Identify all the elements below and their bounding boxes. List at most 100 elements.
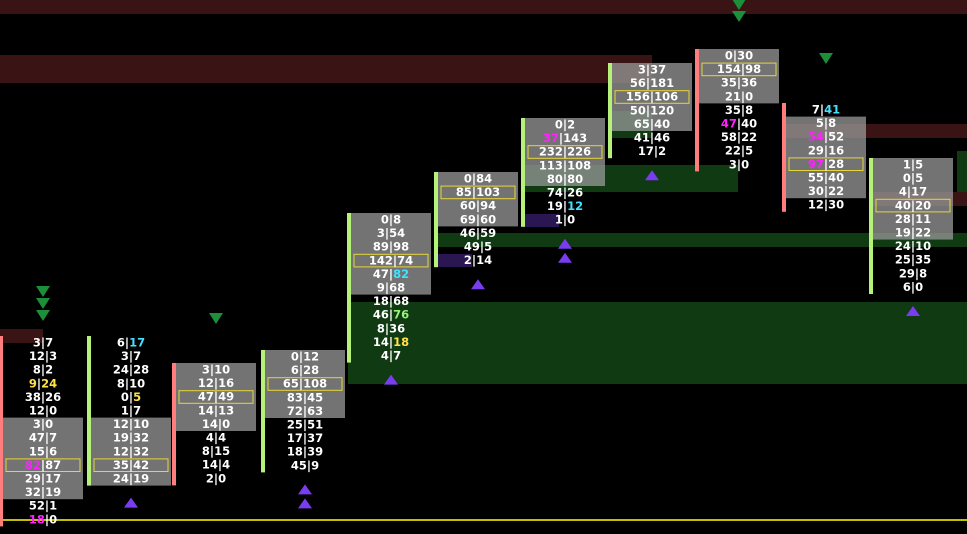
footprint-cell: 8|15 (202, 444, 230, 458)
footprint-cell: 14|4 (202, 458, 230, 472)
delta-bar (261, 350, 265, 473)
footprint-cell: 56|181 (630, 76, 674, 90)
footprint-cell: 46|59 (460, 226, 496, 240)
footprint-cell: 2|0 (206, 471, 226, 485)
footprint-cell: 19|12 (547, 199, 583, 213)
value-area (612, 63, 692, 131)
zone-band (0, 0, 967, 14)
footprint-cell: 0|5 (121, 390, 141, 404)
footprint-cell: 80|80 (547, 172, 583, 186)
footprint-cell: 156|106 (626, 90, 678, 104)
footprint-cell: 60|94 (460, 199, 496, 213)
up-arrow-marker (298, 484, 312, 495)
footprint-cell: 8|10 (117, 376, 145, 390)
footprint-cell: 47|82 (373, 267, 409, 281)
footprint-cell: 19|22 (895, 226, 931, 240)
footprint-cell: 4|7 (381, 349, 401, 363)
footprint-cell: 3|54 (377, 226, 405, 240)
down-arrow-marker (819, 53, 833, 64)
footprint-cell: 0|2 (555, 118, 575, 132)
footprint-cell: 18|0 (29, 512, 57, 526)
footprint-cell: 3|10 (202, 363, 230, 377)
footprint-cell: 0|5 (903, 171, 923, 185)
delta-bar (172, 363, 176, 486)
footprint-bar: 0|83|5489|98142|7447|829|6818|6846|768|3… (347, 213, 431, 385)
footprint-cell: 14|13 (198, 403, 234, 417)
footprint-cell: 142|74 (369, 253, 413, 267)
footprint-bar: 1|50|54|1740|2028|1119|2224|1025|3529|86… (869, 158, 953, 316)
footprint-cell: 46|76 (373, 308, 409, 322)
footprint-cell: 35|42 (113, 458, 149, 472)
up-arrow-marker (645, 170, 659, 181)
footprint-cell: 5|8 (816, 116, 836, 130)
footprint-cell: 47|7 (29, 431, 57, 445)
footprint-cell: 47|40 (721, 117, 757, 131)
footprint-cell: 14|18 (373, 335, 409, 349)
delta-bar (434, 172, 438, 268)
footprint-cell: 232|226 (539, 145, 591, 159)
zone-band (348, 302, 967, 384)
footprint-cell: 7|41 (812, 103, 840, 117)
value-area (525, 118, 605, 186)
footprint-cell: 4|4 (206, 431, 226, 445)
delta-bar (347, 213, 351, 363)
delta-bar (782, 103, 786, 212)
down-arrow-marker (36, 286, 50, 297)
footprint-cell: 2|14 (464, 253, 492, 267)
zone-band (957, 151, 967, 192)
footprint-cell: 85|103 (456, 185, 500, 199)
footprint-cell: 12|3 (29, 349, 57, 363)
poc-box (440, 185, 516, 200)
footprint-cell: 29|16 (808, 143, 844, 157)
zone-band (0, 329, 43, 343)
footprint-cell: 40|20 (895, 198, 931, 212)
footprint-cell: 0|84 (464, 172, 492, 186)
poc-box (614, 90, 690, 104)
footprint-cell: 50|120 (630, 103, 674, 117)
footprint-cell: 12|32 (113, 444, 149, 458)
footprint-cell: 38|26 (25, 390, 61, 404)
footprint-cell: 29|8 (899, 266, 927, 280)
up-arrow-marker (298, 498, 312, 509)
down-arrow-marker (209, 313, 223, 324)
footprint-cell: 24|10 (895, 239, 931, 253)
footprint-cell: 9|68 (377, 281, 405, 295)
footprint-cell: 17|2 (638, 144, 666, 158)
footprint-cell: 83|45 (287, 390, 323, 404)
down-arrow-marker (732, 0, 746, 10)
footprint-cell: 29|17 (25, 472, 61, 486)
poc-box (5, 458, 81, 472)
footprint-cell: 52|1 (29, 499, 57, 513)
footprint-cell: 3|7 (121, 349, 141, 363)
delta-bar (521, 118, 525, 227)
footprint-cell: 3|7 (33, 336, 53, 350)
footprint-cell: 0|12 (291, 350, 319, 364)
footprint-cell: 41|46 (634, 131, 670, 145)
value-area (786, 116, 866, 199)
footprint-cell: 3|37 (638, 63, 666, 77)
down-arrow-marker (732, 11, 746, 22)
footprint-cell: 28|11 (895, 212, 931, 226)
poc-box (527, 145, 603, 159)
footprint-cell: 22|5 (725, 144, 753, 158)
poc-box (267, 377, 343, 391)
footprint-cell: 37|143 (543, 131, 587, 145)
footprint-cell: 97|28 (808, 157, 844, 171)
footprint-cell: 45|9 (291, 458, 319, 472)
footprint-cell: 1|0 (555, 213, 575, 227)
delta-bar (869, 158, 873, 294)
value-area (351, 213, 431, 295)
zone-band (436, 233, 967, 247)
footprint-cell: 30|22 (808, 184, 844, 198)
poc-box (353, 253, 429, 268)
zone-band (0, 55, 652, 83)
footprint-cell: 113|108 (539, 158, 591, 172)
footprint-cell: 58|22 (721, 130, 757, 144)
footprint-cell: 54|52 (808, 130, 844, 144)
footprint-cell: 0|30 (725, 49, 753, 63)
footprint-cell: 89|98 (373, 240, 409, 254)
